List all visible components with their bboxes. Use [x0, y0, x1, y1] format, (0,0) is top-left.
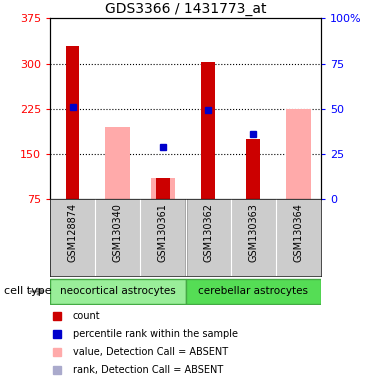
Text: neocortical astrocytes: neocortical astrocytes [60, 286, 175, 296]
Bar [286, 109, 311, 199]
Text: GSM130364: GSM130364 [293, 203, 303, 262]
Bar [66, 46, 79, 199]
Text: GSM128874: GSM128874 [68, 203, 78, 262]
Bar [201, 62, 215, 199]
Text: GSM130340: GSM130340 [113, 203, 123, 262]
Text: rank, Detection Call = ABSENT: rank, Detection Call = ABSENT [73, 365, 223, 375]
Bar [105, 127, 130, 199]
Text: count: count [73, 311, 100, 321]
Title: GDS3366 / 1431773_at: GDS3366 / 1431773_at [105, 2, 266, 16]
Text: cerebellar astrocytes: cerebellar astrocytes [198, 286, 308, 296]
Bar [186, 279, 321, 304]
Bar [246, 139, 260, 199]
Text: percentile rank within the sample: percentile rank within the sample [73, 329, 237, 339]
Text: GSM130361: GSM130361 [158, 203, 168, 262]
Text: value, Detection Call = ABSENT: value, Detection Call = ABSENT [73, 347, 228, 357]
Bar [50, 279, 186, 304]
Bar [156, 178, 170, 199]
Text: cell type: cell type [4, 286, 51, 296]
Text: GSM130363: GSM130363 [248, 203, 258, 262]
Bar [151, 178, 175, 199]
Text: GSM130362: GSM130362 [203, 203, 213, 262]
